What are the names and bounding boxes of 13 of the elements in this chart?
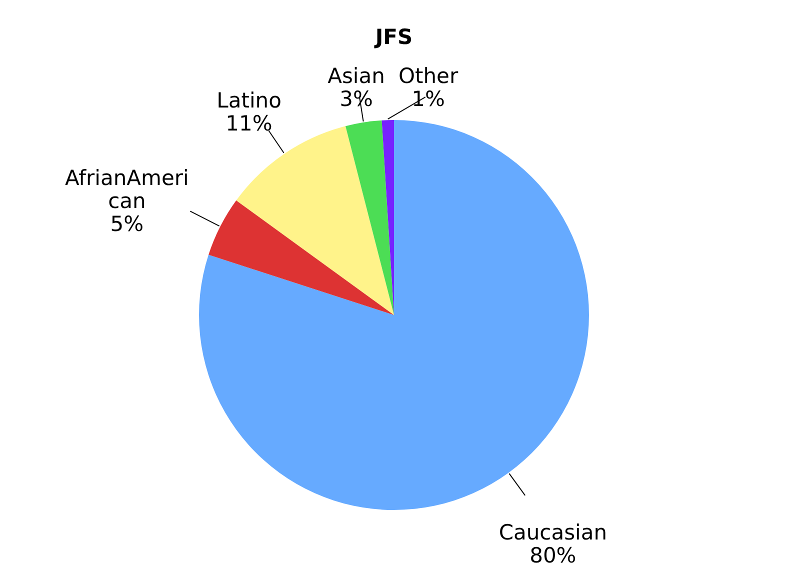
pie-slice xyxy=(346,120,394,315)
slice-label: Caucasian xyxy=(498,520,608,545)
slice-label: AfrianAmerican xyxy=(65,166,189,213)
slice-label: Other xyxy=(398,64,458,88)
chart-title: JFS xyxy=(373,25,413,49)
pie-slice xyxy=(208,200,394,315)
data-label: 11% xyxy=(226,112,272,136)
data-label: 5% xyxy=(110,212,144,236)
data-label: 80% xyxy=(530,544,576,568)
slice-label: Asian xyxy=(328,64,385,88)
data-label: 1% xyxy=(412,86,445,111)
slice-label: Latino xyxy=(216,88,282,113)
data-label: 3% xyxy=(340,86,373,111)
